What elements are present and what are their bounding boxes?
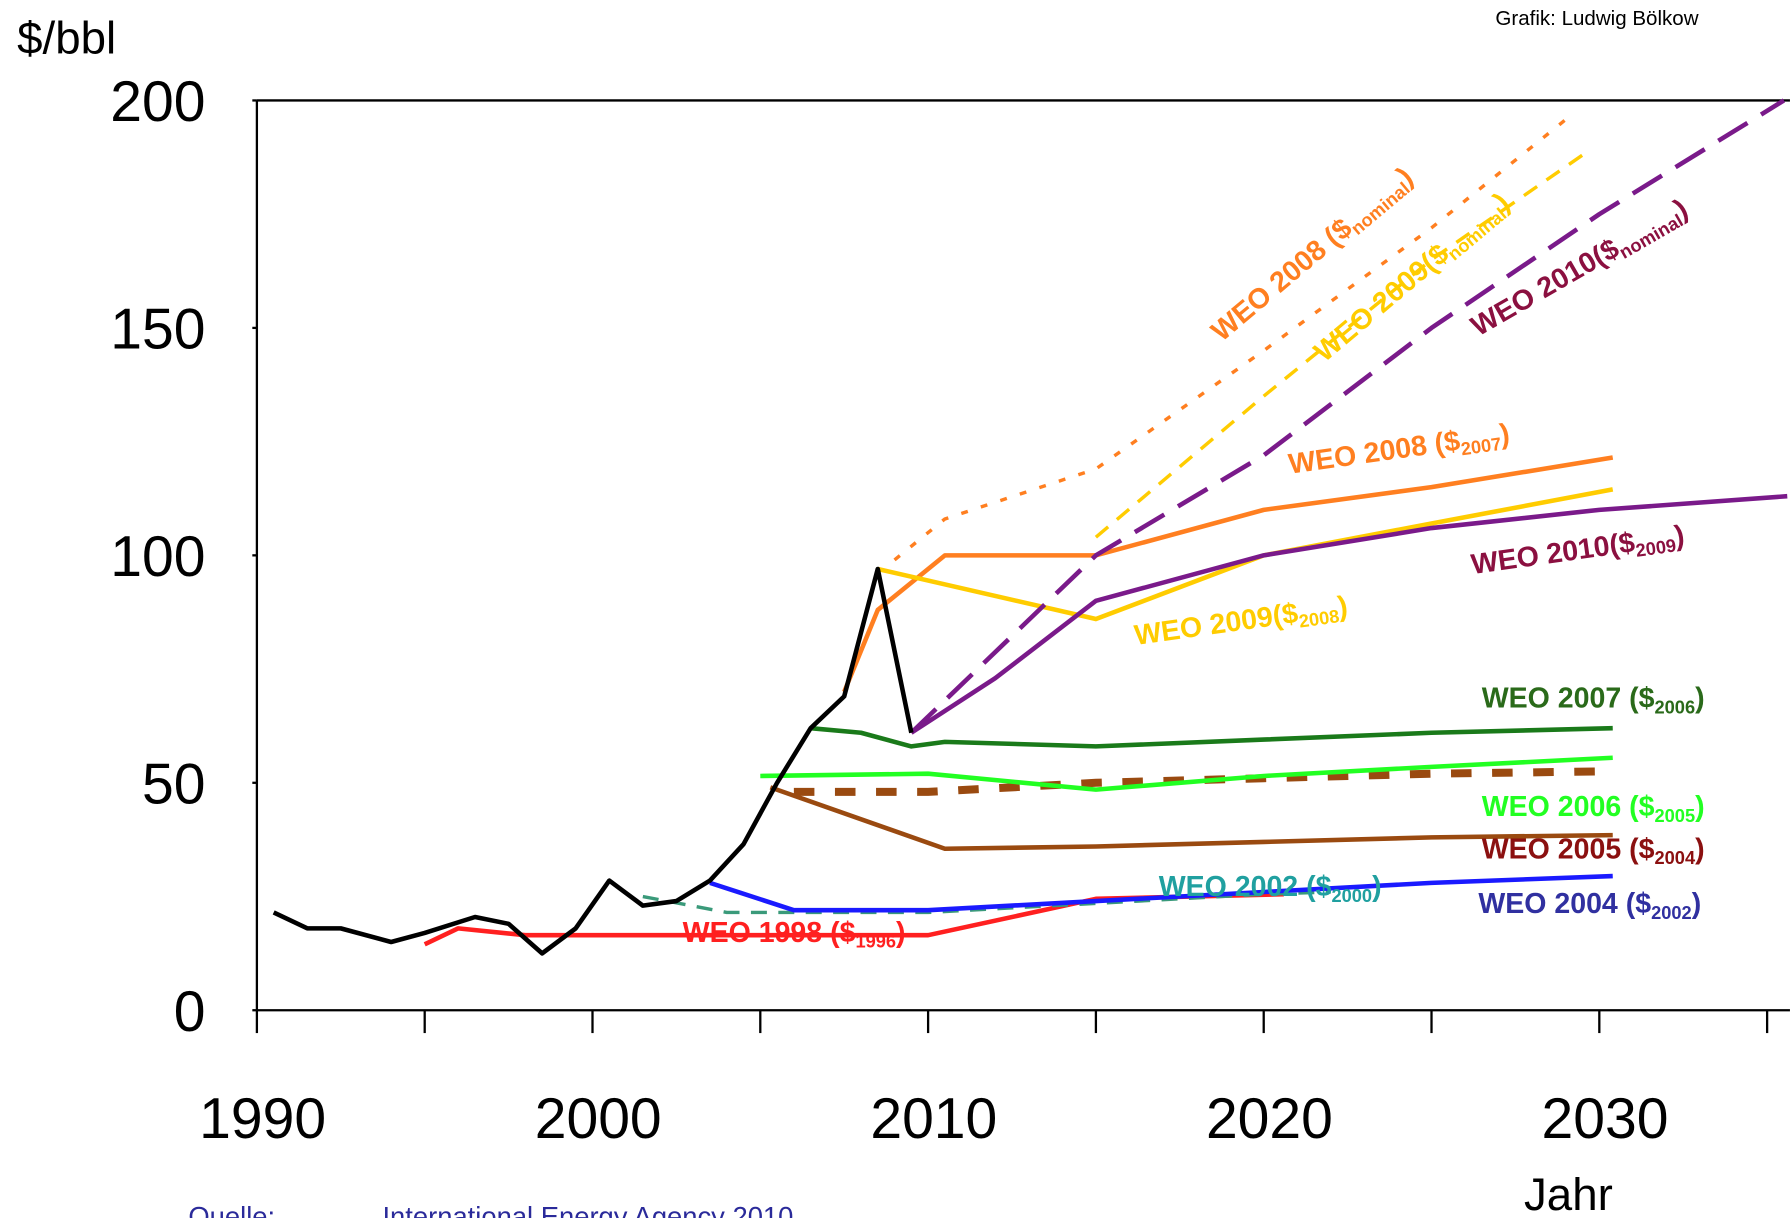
series-line [1094,153,1584,539]
series-label: WEO 1998 ($1996) [683,917,906,952]
x-tick-label: 2030 [1542,1087,1669,1151]
series-label: WEO 2009($nominal) [1308,187,1517,371]
credit: Grafik: Ludwig Bölkow [1495,7,1698,30]
series-label-text: WEO 2004 ($ [1478,888,1651,920]
series-line [760,755,1613,792]
series-label-text: WEO 2008 ($ [1286,425,1462,481]
series-line [709,873,1613,913]
series-label-tail: ) [1692,888,1702,920]
y-tick-label: 100 [110,525,205,589]
series-label-sub: 2006 [1655,696,1696,717]
series-line [272,566,914,956]
series-label-sub: 2008 [1298,605,1341,631]
series-label-text: WEO 2009($ [1132,597,1300,652]
series-line [909,98,1786,735]
x-tick-label: 1990 [199,1087,326,1151]
series-label-sub: nominal [1443,203,1510,264]
source: International Energy Agency 2010 [382,1201,793,1218]
series-label-tail: ) [896,917,906,949]
series-label-sub: 2004 [1655,847,1696,868]
series-label: WEO 2007 ($2006) [1482,683,1705,718]
y-tick-label: 50 [142,752,205,816]
x-tick-label: 2000 [535,1087,662,1151]
series-label-tail: ) [1673,520,1687,553]
source-label: Quelle: [188,1201,275,1218]
series-label-sub: 1996 [855,930,896,951]
series-label: WEO 2008 ($2007) [1286,418,1512,483]
series-label-text: WEO 2006 ($ [1482,791,1655,823]
series-label: WEO 2009($2008) [1132,590,1350,654]
y-tick-label: 150 [110,297,205,361]
series-label-sub: 2000 [1331,885,1372,906]
x-tick-label: 2020 [1206,1087,1333,1151]
series-label: WEO 2004 ($2002) [1478,888,1701,923]
y-tick-label: 0 [174,980,206,1044]
series-label: WEO 2006 ($2005) [1482,791,1705,826]
series-line [769,785,1613,852]
series-label-text: WEO 2005 ($ [1482,833,1655,865]
series-label-sub: nominal [1615,210,1686,263]
series-line [910,493,1788,735]
series-label-sub: 2009 [1634,534,1677,560]
series-label: WEO 2002 ($2000) [1159,871,1382,906]
series-label-sub: nominal [1347,178,1414,239]
series-label-tail: ) [1695,791,1705,823]
series-label-tail: ) [1695,833,1705,865]
series-label-tail: ) [1498,418,1512,451]
series-label-text: WEO 1998 ($ [683,917,856,949]
y-tick-label: 200 [110,70,205,134]
series-label-tail: ) [1336,590,1350,623]
series-label-sub: 2002 [1651,902,1692,923]
x-axis-label: Jahr [1524,1169,1613,1218]
series-label-sub: 2005 [1655,805,1696,826]
series-label: WEO 2010($2009) [1469,520,1687,584]
series-line [810,725,1613,749]
series-label-text: WEO 2010($ [1469,526,1637,581]
series-label-text: WEO 2007 ($ [1482,683,1655,715]
series-label-tail: ) [1372,871,1382,903]
y-unit: $/bbl [17,13,116,64]
series-label-text: WEO 2002 ($ [1159,871,1332,903]
series-label: WEO 2005 ($2004) [1482,833,1705,868]
series-label-sub: 2007 [1459,433,1502,459]
x-tick-label: 2010 [870,1087,997,1151]
series-label: WEO 2008 ($nominal) [1205,161,1421,350]
series-label-tail: ) [1695,683,1705,715]
